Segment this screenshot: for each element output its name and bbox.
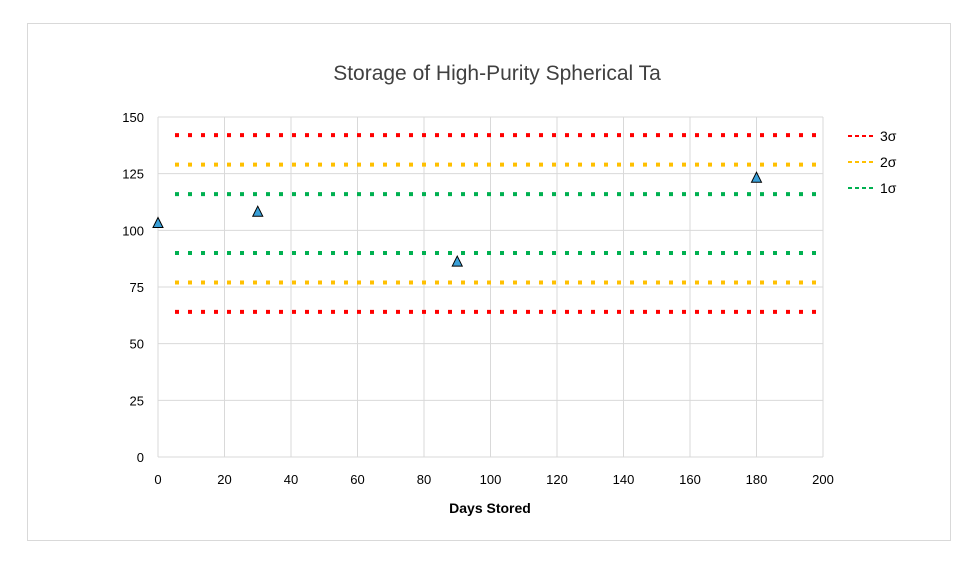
y-tick-label: 50 <box>130 337 144 352</box>
legend: 3σ 2σ 1σ <box>848 128 897 196</box>
x-tick-label: 0 <box>154 472 161 487</box>
data-point-marker <box>152 216 164 229</box>
x-tick-label: 100 <box>480 472 502 487</box>
x-tick-labels: 0 20 40 60 80 100 120 140 160 180 200 <box>154 472 833 487</box>
x-tick-label: 60 <box>350 472 364 487</box>
legend-label: 2σ <box>880 154 897 170</box>
y-tick-label: 25 <box>130 393 144 408</box>
x-tick-label: 160 <box>679 472 701 487</box>
x-tick-label: 200 <box>812 472 834 487</box>
y-tick-label: 75 <box>130 280 144 295</box>
x-tick-label: 180 <box>746 472 768 487</box>
data-point-marker <box>451 254 464 267</box>
x-tick-label: 40 <box>284 472 298 487</box>
x-axis-title: Days Stored <box>449 500 531 516</box>
chart-title: Storage of High-Purity Spherical Ta <box>333 62 661 85</box>
y-tick-labels: 0 25 50 75 100 125 150 <box>122 110 144 465</box>
grid-lines <box>157 116 824 458</box>
y-tick-label: 150 <box>122 110 144 125</box>
reference-lines <box>175 133 823 314</box>
x-tick-label: 120 <box>546 472 568 487</box>
x-tick-label: 20 <box>217 472 231 487</box>
y-tick-label: 0 <box>137 450 144 465</box>
x-tick-label: 140 <box>613 472 635 487</box>
legend-label: 3σ <box>880 128 897 144</box>
data-point-marker <box>251 205 264 217</box>
x-tick-label: 80 <box>417 472 431 487</box>
legend-label: 1σ <box>880 180 897 196</box>
data-point-marker <box>750 171 763 183</box>
y-tick-label: 100 <box>122 223 144 238</box>
y-tick-label: 125 <box>122 167 144 182</box>
data-points <box>152 171 763 267</box>
